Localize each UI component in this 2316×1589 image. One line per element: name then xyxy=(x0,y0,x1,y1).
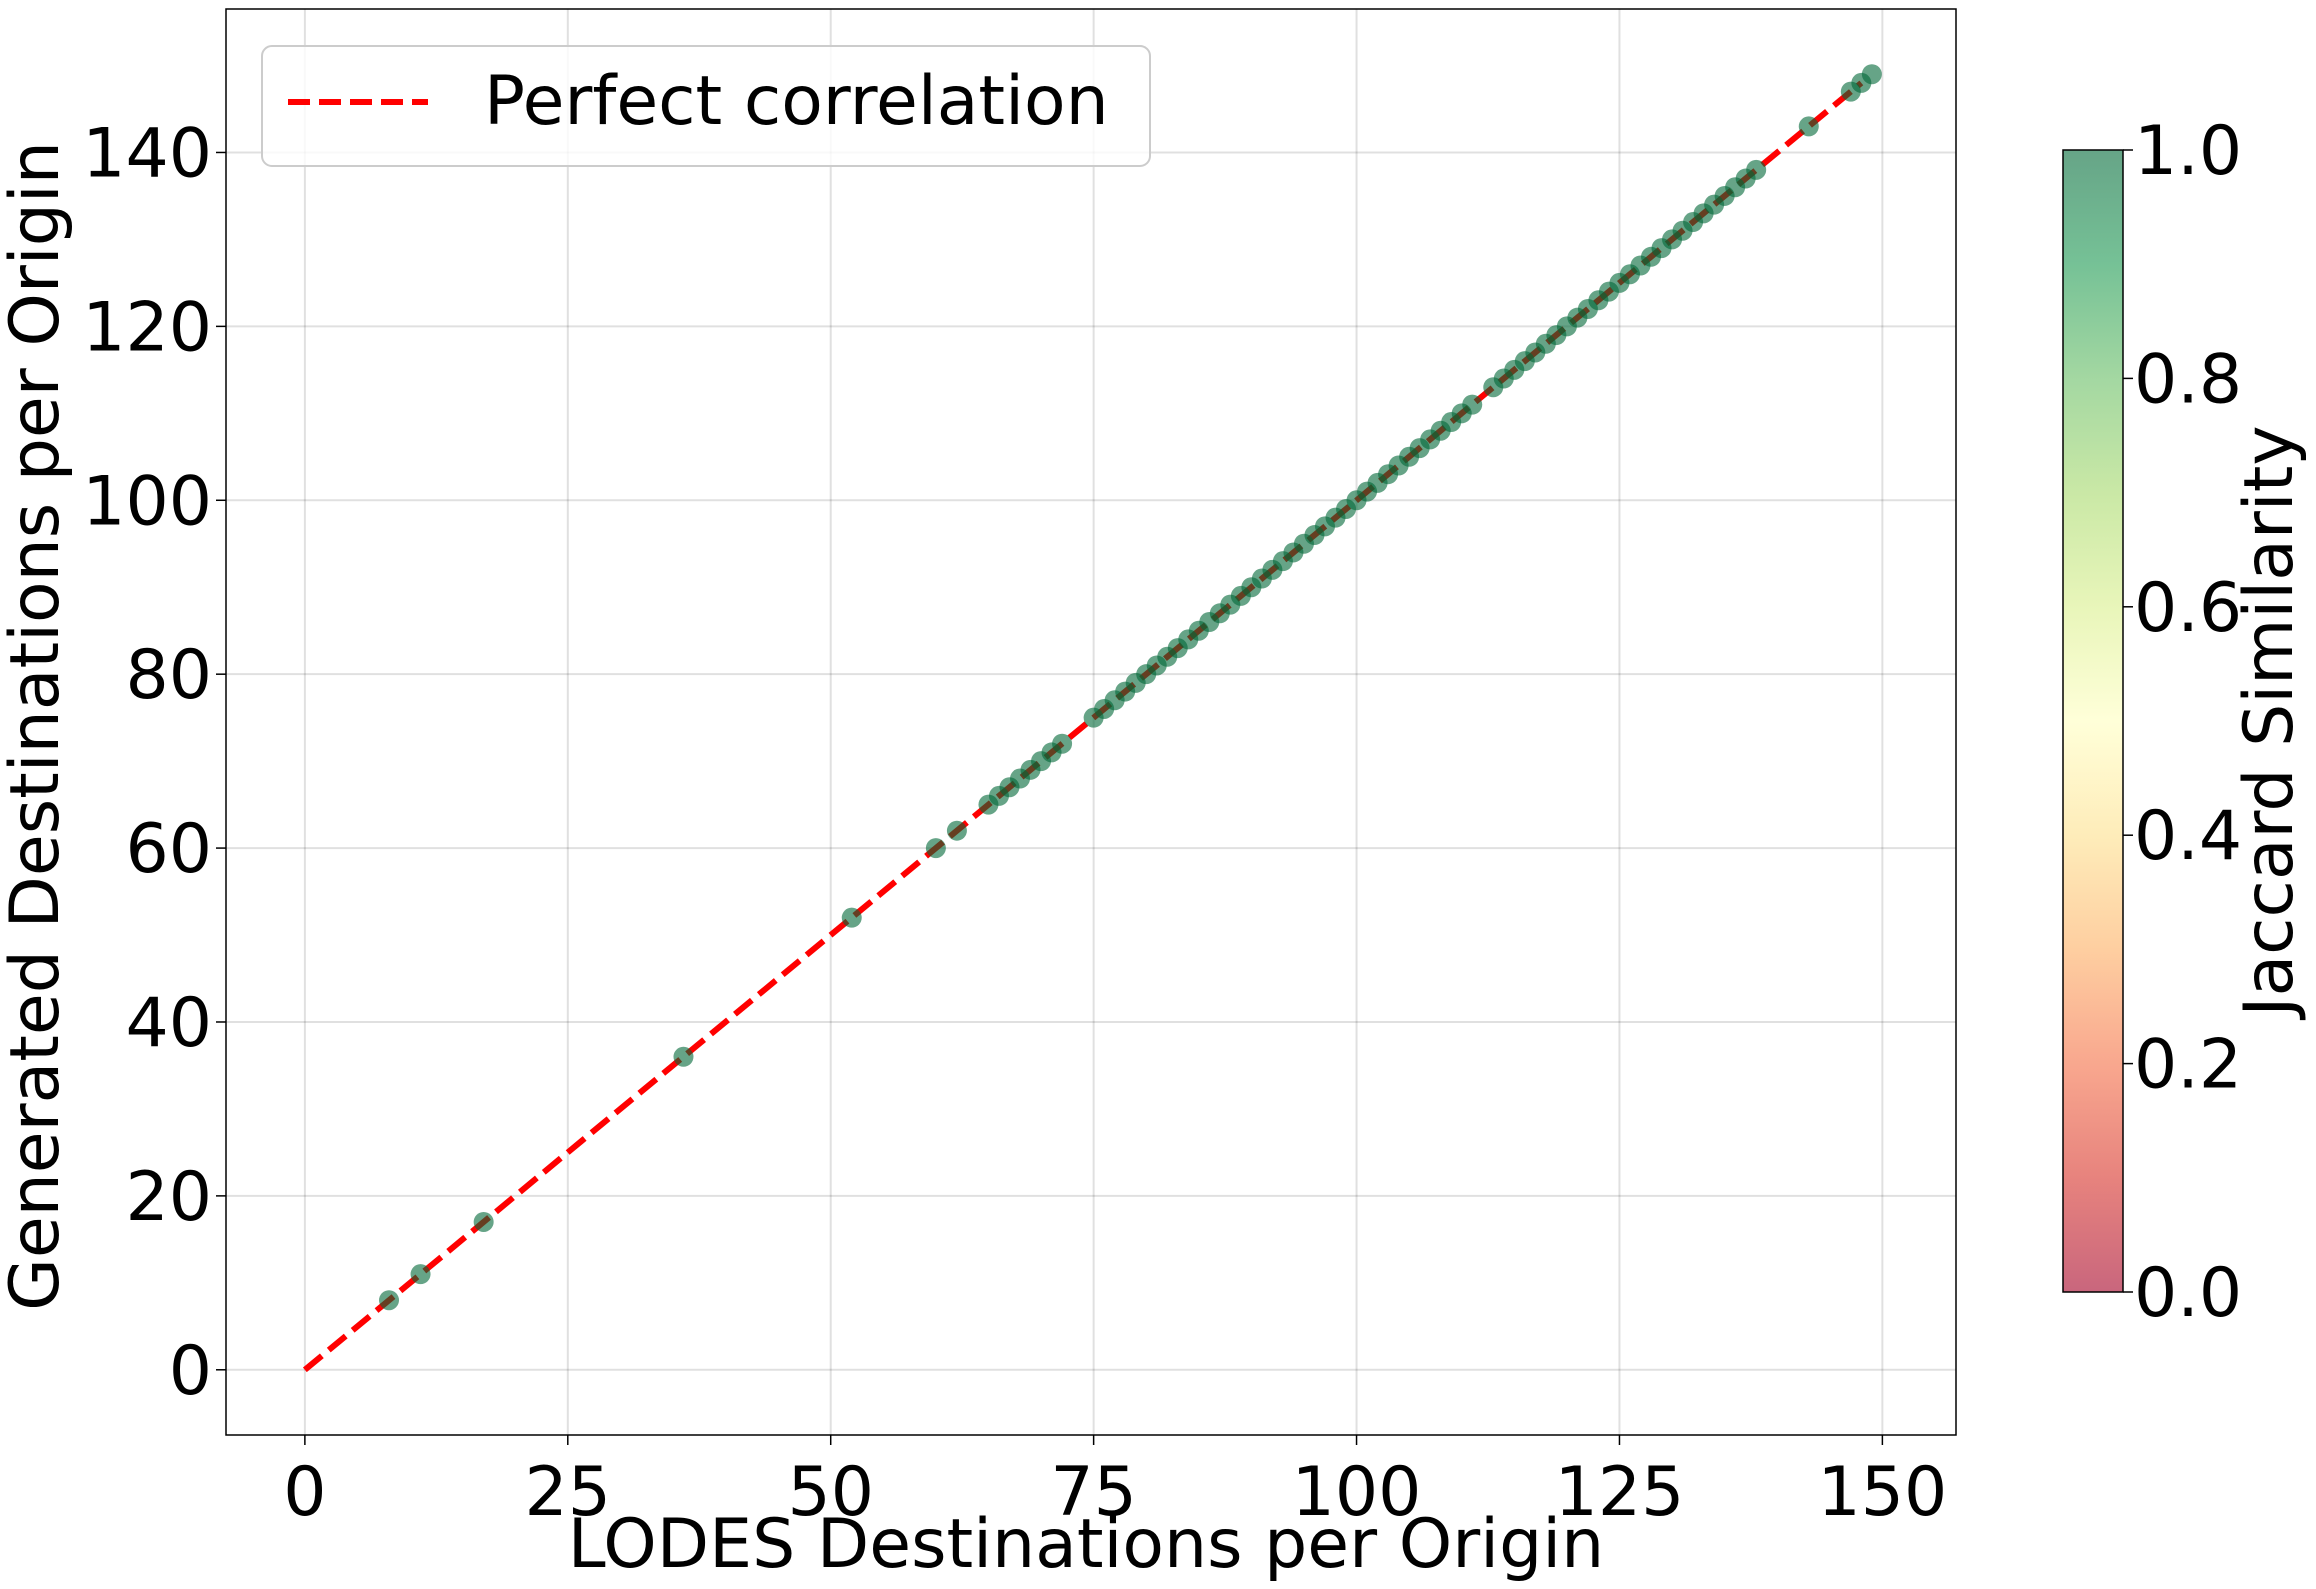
colorbar-ticks: 0.0 0.2 0.4 0.6 0.8 1.0 xyxy=(2123,112,2242,1333)
scatter-points xyxy=(379,64,1882,1311)
colorbar-tick-label: 0.2 xyxy=(2134,1026,2242,1105)
data-point xyxy=(473,1211,494,1232)
colorbar-tick-label: 0.8 xyxy=(2134,340,2242,419)
x-tick-label: 50 xyxy=(787,1453,874,1532)
legend: Perfect correlation xyxy=(261,45,1151,167)
y-tick-label: 80 xyxy=(125,636,212,715)
data-point xyxy=(379,1290,400,1311)
x-tick-label: 0 xyxy=(283,1453,326,1532)
data-point xyxy=(410,1264,431,1285)
colorbar-label: Jaccard Similarity xyxy=(2230,425,2309,1020)
x-axis-ticks: 0 25 50 75 100 125 150 xyxy=(283,1435,1947,1532)
x-axis-label: LODES Destinations per Origin xyxy=(568,1505,1604,1584)
y-tick-label: 20 xyxy=(125,1158,212,1237)
data-point xyxy=(1861,64,1882,85)
colorbar-gradient xyxy=(2062,149,2124,1293)
x-tick-label: 75 xyxy=(1050,1453,1137,1532)
legend-box xyxy=(261,45,1151,167)
colorbar-tick-label: 0.0 xyxy=(2134,1254,2242,1333)
colorbar-tick-label: 0.6 xyxy=(2134,569,2242,648)
data-point xyxy=(841,907,862,928)
plot-frame xyxy=(225,8,1957,1436)
data-point xyxy=(946,820,967,841)
x-tick-label: 125 xyxy=(1555,1453,1685,1532)
x-tick-label: 100 xyxy=(1292,1453,1422,1532)
y-tick-label: 60 xyxy=(125,810,212,889)
data-point xyxy=(673,1046,694,1067)
y-tick-label: 140 xyxy=(82,114,212,193)
colorbar-tick-label: 1.0 xyxy=(2134,112,2242,191)
x-tick-label: 25 xyxy=(525,1453,612,1532)
data-point xyxy=(1798,116,1819,137)
y-tick-label: 40 xyxy=(125,984,212,1063)
data-point xyxy=(1052,733,1073,754)
data-point xyxy=(1462,394,1483,415)
x-tick-label: 150 xyxy=(1817,1453,1947,1532)
colorbar-tick-label: 0.4 xyxy=(2134,797,2242,876)
legend-label-perfect-correlation: Perfect correlation xyxy=(484,62,1109,141)
grid-lines xyxy=(226,9,1956,1435)
y-tick-label: 120 xyxy=(82,288,212,367)
y-axis-label: Generated Destinations per Origin xyxy=(0,141,75,1311)
y-axis-ticks: 0 20 40 60 80 100 120 140 xyxy=(82,114,226,1411)
colorbar: 0.0 0.2 0.4 0.6 0.8 1.0 Jaccard Similarity xyxy=(2062,112,2309,1333)
data-point xyxy=(925,838,946,859)
data-point xyxy=(1746,159,1767,180)
y-tick-label: 100 xyxy=(82,462,212,541)
y-tick-label: 0 xyxy=(169,1332,212,1411)
